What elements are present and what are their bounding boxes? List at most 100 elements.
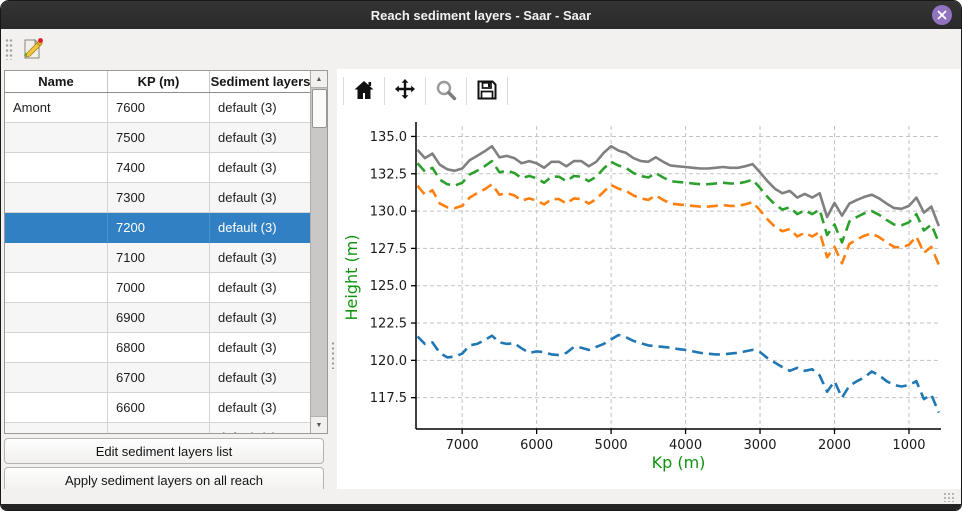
y-tick-label: 130.0 bbox=[370, 205, 407, 220]
save-button[interactable] bbox=[471, 76, 503, 106]
window-bottom-edge bbox=[1, 504, 961, 510]
pan-button[interactable] bbox=[389, 76, 421, 106]
table-cell[interactable]: default (3) bbox=[210, 363, 312, 393]
sediment-table: Name KP (m) Sediment layers Amont 7600 def… bbox=[4, 70, 328, 434]
table-header-name[interactable]: Name bbox=[5, 71, 108, 92]
table-cell[interactable]: default (3) bbox=[210, 423, 312, 433]
y-tick-label: 125.0 bbox=[370, 279, 407, 294]
y-tick-label: 127.5 bbox=[370, 242, 407, 257]
table-cell[interactable]: default (3) bbox=[210, 153, 312, 183]
edit-sediment-button[interactable] bbox=[17, 34, 47, 64]
x-axis-label: Kp (m) bbox=[652, 453, 706, 472]
save-icon bbox=[475, 78, 499, 105]
table-row[interactable]: 6800 default (3) bbox=[5, 333, 327, 363]
table-cell[interactable]: 6800 bbox=[108, 333, 210, 363]
x-tick-label: 5000 bbox=[595, 438, 628, 453]
toolbar-drag-handle[interactable] bbox=[5, 38, 13, 60]
table-cell[interactable]: default (3) bbox=[210, 303, 312, 333]
table-cell[interactable]: default (3) bbox=[210, 333, 312, 363]
scroll-down-icon[interactable]: ▼ bbox=[311, 416, 327, 433]
table-cell[interactable] bbox=[5, 363, 108, 393]
edit-sediment-layers-list-button[interactable]: Edit sediment layers list bbox=[4, 438, 324, 464]
table-row[interactable]: 7500 default (3) bbox=[5, 123, 327, 153]
table-row[interactable]: 7300 default (3) bbox=[5, 183, 327, 213]
home-icon bbox=[352, 78, 376, 105]
table-cell[interactable]: default (3) bbox=[210, 273, 312, 303]
apply-sediment-layers-button[interactable]: Apply sediment layers on all reach bbox=[4, 467, 324, 493]
y-tick-label: 132.5 bbox=[370, 167, 407, 182]
table-row[interactable]: 6600 default (3) bbox=[5, 393, 327, 423]
y-tick-label: 135.0 bbox=[370, 130, 407, 145]
table-cell[interactable]: 6500 bbox=[108, 423, 210, 433]
table-cell[interactable]: 6700 bbox=[108, 363, 210, 393]
series-layer-2 bbox=[416, 159, 940, 244]
scrollbar-thumb[interactable] bbox=[312, 89, 327, 128]
table-cell[interactable] bbox=[5, 213, 108, 243]
table-row[interactable]: 7000 default (3) bbox=[5, 273, 327, 303]
home-button[interactable] bbox=[348, 76, 380, 106]
table-cell[interactable]: default (3) bbox=[210, 393, 312, 423]
table-header-layers[interactable]: Sediment layers bbox=[210, 71, 312, 92]
main-toolbar bbox=[1, 29, 961, 69]
scroll-up-icon[interactable]: ▲ bbox=[311, 71, 327, 88]
splitter-handle-icon bbox=[331, 341, 335, 369]
table-cell[interactable] bbox=[5, 303, 108, 333]
table-row[interactable]: 6700 default (3) bbox=[5, 363, 327, 393]
table-scrollbar[interactable]: ▲ ▼ bbox=[310, 71, 327, 433]
y-tick-label: 117.5 bbox=[370, 391, 407, 406]
table-row[interactable]: Amont 7600 default (3) bbox=[5, 93, 327, 123]
table-row[interactable]: 6900 default (3) bbox=[5, 303, 327, 333]
table-cell[interactable] bbox=[5, 423, 108, 433]
zoom-button[interactable] bbox=[430, 76, 462, 106]
reach-profile-chart: 7000 6000 5000 4000 3000 2000 1000 135.0 132.5 13… bbox=[342, 122, 941, 472]
table-cell[interactable]: 6600 bbox=[108, 393, 210, 423]
x-tick-label: 2000 bbox=[818, 438, 851, 453]
chart-panel: 7000 6000 5000 4000 3000 2000 1000 135.0 132.5 13… bbox=[337, 69, 961, 492]
table-cell[interactable]: Amont bbox=[5, 93, 108, 123]
table-cell[interactable] bbox=[5, 243, 108, 273]
table-cell[interactable]: default (3) bbox=[210, 243, 312, 273]
close-button[interactable] bbox=[932, 5, 952, 25]
table-row[interactable]: 7100 default (3) bbox=[5, 243, 327, 273]
table-row[interactable]: 7400 default (3) bbox=[5, 153, 327, 183]
table-cell[interactable] bbox=[5, 183, 108, 213]
x-tick-label: 1000 bbox=[892, 438, 925, 453]
table-cell[interactable]: 7300 bbox=[108, 183, 210, 213]
pan-icon bbox=[393, 78, 417, 105]
table-cell[interactable]: 7100 bbox=[108, 243, 210, 273]
table-cell[interactable]: default (3) bbox=[210, 93, 312, 123]
table-header-row: Name KP (m) Sediment layers bbox=[5, 71, 327, 93]
table-cell[interactable]: default (3) bbox=[210, 123, 312, 153]
series-bottom bbox=[416, 333, 940, 414]
panel-splitter[interactable] bbox=[329, 69, 336, 492]
table-cell[interactable] bbox=[5, 393, 108, 423]
table-cell[interactable]: 7500 bbox=[108, 123, 210, 153]
x-tick-label: 3000 bbox=[743, 438, 776, 453]
table-row[interactable]: 7200 default (3) bbox=[5, 213, 327, 243]
table-cell[interactable]: 7000 bbox=[108, 273, 210, 303]
table-cell[interactable]: default (3) bbox=[210, 213, 312, 243]
titlebar: Reach sediment layers - Saar - Saar bbox=[1, 1, 961, 29]
edit-sediment-icon bbox=[19, 38, 45, 65]
table-cell[interactable] bbox=[5, 333, 108, 363]
table-header-kp[interactable]: KP (m) bbox=[108, 71, 210, 92]
table-row[interactable]: 6500default (3) bbox=[5, 423, 327, 433]
y-axis-label: Height (m) bbox=[342, 234, 361, 320]
table-cell[interactable]: default (3) bbox=[210, 183, 312, 213]
x-tick-label: 6000 bbox=[520, 438, 553, 453]
table-cell[interactable] bbox=[5, 273, 108, 303]
table-cell[interactable] bbox=[5, 123, 108, 153]
x-tick-label: 7000 bbox=[446, 438, 479, 453]
window-title: Reach sediment layers - Saar - Saar bbox=[370, 7, 592, 23]
resize-grip-icon[interactable] bbox=[943, 492, 955, 502]
series-top bbox=[416, 144, 941, 227]
table-cell[interactable] bbox=[5, 153, 108, 183]
table-cell[interactable]: 7400 bbox=[108, 153, 210, 183]
statusbar bbox=[1, 489, 961, 504]
table-cell[interactable]: 7600 bbox=[108, 93, 210, 123]
sediment-table-body: Amont 7600 default (3) 7500 default (3) 7400 d… bbox=[5, 93, 327, 433]
table-cell[interactable]: 7200 bbox=[108, 213, 210, 243]
y-tick-label: 122.5 bbox=[370, 317, 407, 332]
table-cell[interactable]: 6900 bbox=[108, 303, 210, 333]
